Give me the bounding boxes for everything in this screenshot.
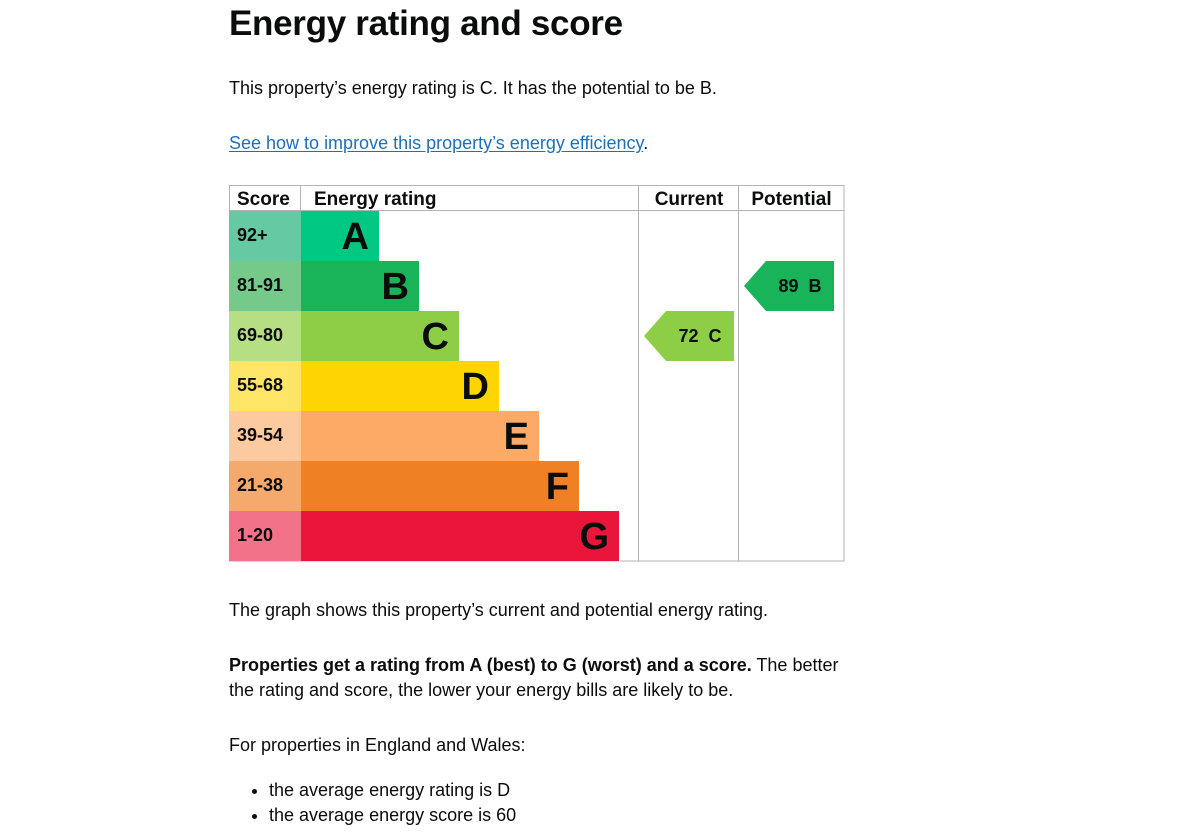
score-range-b: 81-91 xyxy=(237,275,283,295)
rating-bar-d xyxy=(301,361,499,411)
score-cell-d xyxy=(229,361,301,411)
energy-rating-header: Energy rating xyxy=(314,189,436,210)
rating-info: Properties get a rating from A (best) to… xyxy=(229,653,849,703)
averages-list: the average energy rating is D the avera… xyxy=(229,778,516,828)
potential-rating-label: 89 B xyxy=(778,276,821,296)
rating-bar-c xyxy=(301,311,459,361)
current-rating-label: 72 C xyxy=(678,326,721,346)
score-header: Score xyxy=(237,189,290,210)
potential-rating-arrow xyxy=(744,261,834,311)
rating-info-bold: Properties get a rating from A (best) to… xyxy=(229,655,752,675)
score-range-f: 21-38 xyxy=(237,475,283,495)
graph-caption: The graph shows this property’s current … xyxy=(229,600,768,620)
rating-bar-g xyxy=(301,511,619,561)
rating-letter-e: E xyxy=(504,416,529,458)
energy-rating-chart: Score Energy rating Current Potential 92+ A 81… xyxy=(229,185,845,562)
list-item: the average energy score is 60 xyxy=(269,803,516,828)
score-range-a: 92+ xyxy=(237,225,268,245)
rating-bar-e xyxy=(301,411,539,461)
rating-letter-a: A xyxy=(342,216,369,258)
score-cell-c xyxy=(229,311,301,361)
link-suffix: . xyxy=(643,133,649,153)
score-cell-b xyxy=(229,261,301,311)
rating-letter-f: F xyxy=(546,466,569,508)
score-cell-a xyxy=(229,211,301,261)
rating-summary: This property’s energy rating is C. It h… xyxy=(229,78,717,98)
potential-header: Potential xyxy=(751,189,831,210)
improve-paragraph: See how to improve this property’s energ… xyxy=(229,131,648,156)
current-rating-arrow xyxy=(644,311,734,361)
score-range-e: 39-54 xyxy=(237,425,283,445)
rating-bar-a xyxy=(301,211,379,261)
region-intro: For properties in England and Wales: xyxy=(229,735,526,755)
improve-efficiency-link[interactable]: See how to improve this property’s energ… xyxy=(229,133,644,153)
score-range-c: 69-80 xyxy=(237,325,283,345)
score-range-d: 55-68 xyxy=(237,375,283,395)
score-cell-f xyxy=(229,461,301,511)
current-header: Current xyxy=(655,189,724,210)
score-cell-e xyxy=(229,411,301,461)
score-range-g: 1-20 xyxy=(237,525,273,545)
rating-letter-c: C xyxy=(422,316,449,358)
rating-info-rest: The better the rating and score, the low… xyxy=(229,655,839,700)
score-cell-g xyxy=(229,511,301,561)
rating-letter-b: B xyxy=(382,266,409,308)
rating-letter-g: G xyxy=(579,516,609,558)
rating-letter-d: D xyxy=(462,366,489,408)
list-item: the average energy rating is D xyxy=(269,778,516,803)
page-title: Energy rating and score xyxy=(229,4,623,43)
rating-bar-f xyxy=(301,461,579,511)
rating-bar-b xyxy=(301,261,419,311)
